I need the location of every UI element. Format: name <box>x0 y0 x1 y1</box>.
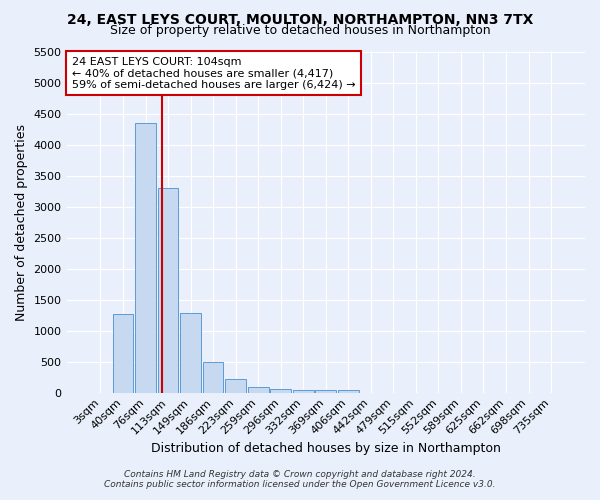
Bar <box>248 387 269 392</box>
Bar <box>293 390 314 392</box>
Bar <box>203 362 223 392</box>
Text: 24, EAST LEYS COURT, MOULTON, NORTHAMPTON, NN3 7TX: 24, EAST LEYS COURT, MOULTON, NORTHAMPTO… <box>67 12 533 26</box>
Bar <box>316 390 336 392</box>
Text: 24 EAST LEYS COURT: 104sqm
← 40% of detached houses are smaller (4,417)
59% of s: 24 EAST LEYS COURT: 104sqm ← 40% of deta… <box>72 56 355 90</box>
Bar <box>158 188 178 392</box>
X-axis label: Distribution of detached houses by size in Northampton: Distribution of detached houses by size … <box>151 442 501 455</box>
Y-axis label: Number of detached properties: Number of detached properties <box>15 124 28 320</box>
Bar <box>135 123 156 392</box>
Bar <box>271 389 291 392</box>
Bar <box>113 314 133 392</box>
Bar <box>180 313 201 392</box>
Bar <box>338 390 359 392</box>
Text: Contains HM Land Registry data © Crown copyright and database right 2024.
Contai: Contains HM Land Registry data © Crown c… <box>104 470 496 489</box>
Bar <box>225 380 246 392</box>
Text: Size of property relative to detached houses in Northampton: Size of property relative to detached ho… <box>110 24 490 37</box>
